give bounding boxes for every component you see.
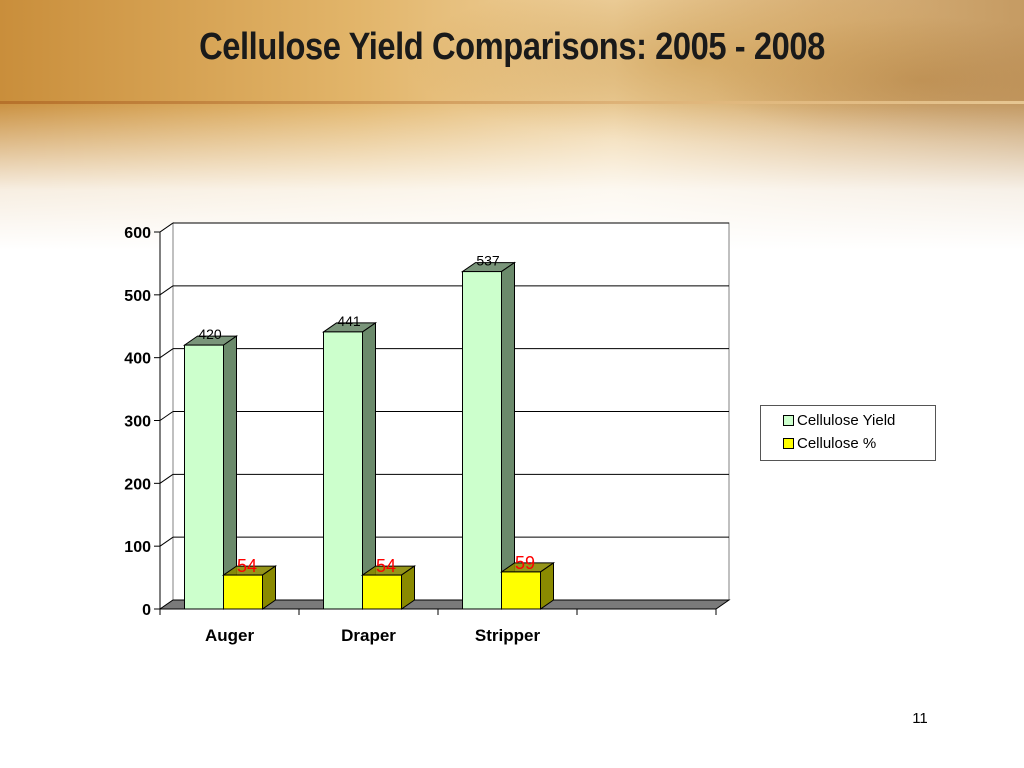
legend-item-cellulose-percent: Cellulose %	[783, 435, 935, 458]
page-number: 11	[912, 710, 928, 727]
data-label-cellulose-yield-auger: 420	[198, 326, 222, 342]
legend-swatch-cellulose-percent	[783, 438, 794, 449]
bar-cellulose-percent-auger	[223, 574, 263, 610]
data-label-cellulose-percent-stripper: 59	[515, 553, 535, 573]
y-tick-label-600: 600	[124, 225, 151, 242]
y-tick-label-200: 200	[124, 476, 151, 493]
chart-legend: Cellulose Yield Cellulose %	[760, 405, 936, 461]
slide-title: Cellulose Yield Comparisons: 2005 - 2008	[199, 26, 825, 68]
y-tick-label-400: 400	[124, 351, 151, 368]
gridline-side-300	[159, 411, 174, 421]
data-label-cellulose-percent-draper: 54	[376, 556, 396, 576]
bar-cellulose-yield-stripper	[462, 271, 502, 610]
y-tick-label-0: 0	[142, 602, 151, 619]
gridline-side-500	[159, 285, 174, 296]
legend-item-cellulose-yield: Cellulose Yield	[783, 412, 935, 435]
legend-label-cellulose-percent: Cellulose %	[797, 435, 877, 452]
bar-cellulose-yield-draper-side	[362, 321, 376, 610]
data-label-cellulose-yield-draper: 441	[337, 313, 361, 329]
gridline-side-200	[159, 473, 174, 484]
data-label-cellulose-yield-stripper: 537	[476, 253, 500, 269]
gridline-side-600	[159, 222, 174, 233]
x-tick-label-auger: Auger	[205, 626, 255, 645]
y-tick-label-100: 100	[124, 539, 151, 556]
x-tick-label-stripper: Stripper	[475, 626, 541, 645]
gridline-side-100	[159, 536, 174, 547]
bar-cellulose-yield-auger	[184, 344, 224, 610]
legend-swatch-cellulose-yield	[783, 415, 794, 426]
bar-cellulose-percent-draper	[362, 574, 402, 610]
legend-label-cellulose-yield: Cellulose Yield	[797, 412, 896, 429]
bar-cellulose-yield-stripper-side	[501, 261, 515, 610]
banner-rule	[0, 101, 1024, 104]
y-tick-label-500: 500	[124, 288, 151, 305]
bar-cellulose-percent-stripper	[501, 571, 541, 610]
bar-cellulose-yield-draper	[323, 331, 363, 610]
data-label-cellulose-percent-auger: 54	[237, 556, 257, 576]
x-tick-label-draper: Draper	[341, 626, 396, 645]
gridline-side-400	[159, 348, 174, 359]
y-tick-label-300: 300	[124, 414, 151, 431]
